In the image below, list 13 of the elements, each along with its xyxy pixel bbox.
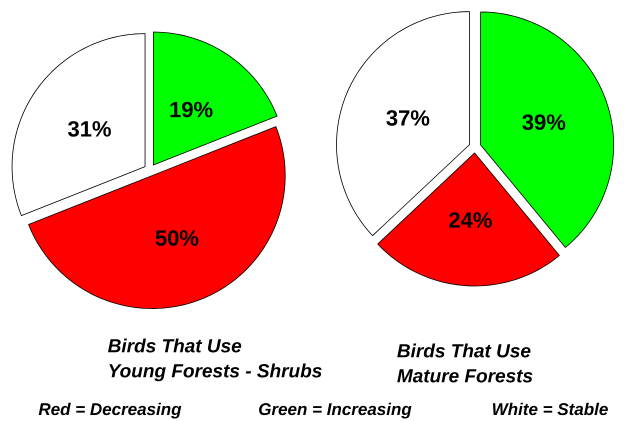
text: Young Forests - Shrubs — [109, 364, 322, 382]
text: Green = Increasing — [259, 402, 412, 419]
text: Red = Decreasing — [38, 402, 182, 419]
text: Birds That Use — [108, 338, 242, 352]
text: White = Stable — [492, 402, 608, 416]
data-label: 19% — [170, 102, 213, 118]
text: Birds That Use — [397, 344, 530, 358]
data-label: 24% — [449, 212, 492, 228]
data-label: 37% — [386, 110, 430, 126]
data-label: 39% — [522, 114, 566, 130]
text: Mature Forests — [397, 369, 532, 382]
data-label: 31% — [68, 121, 111, 137]
data-label: 50% — [156, 230, 198, 246]
